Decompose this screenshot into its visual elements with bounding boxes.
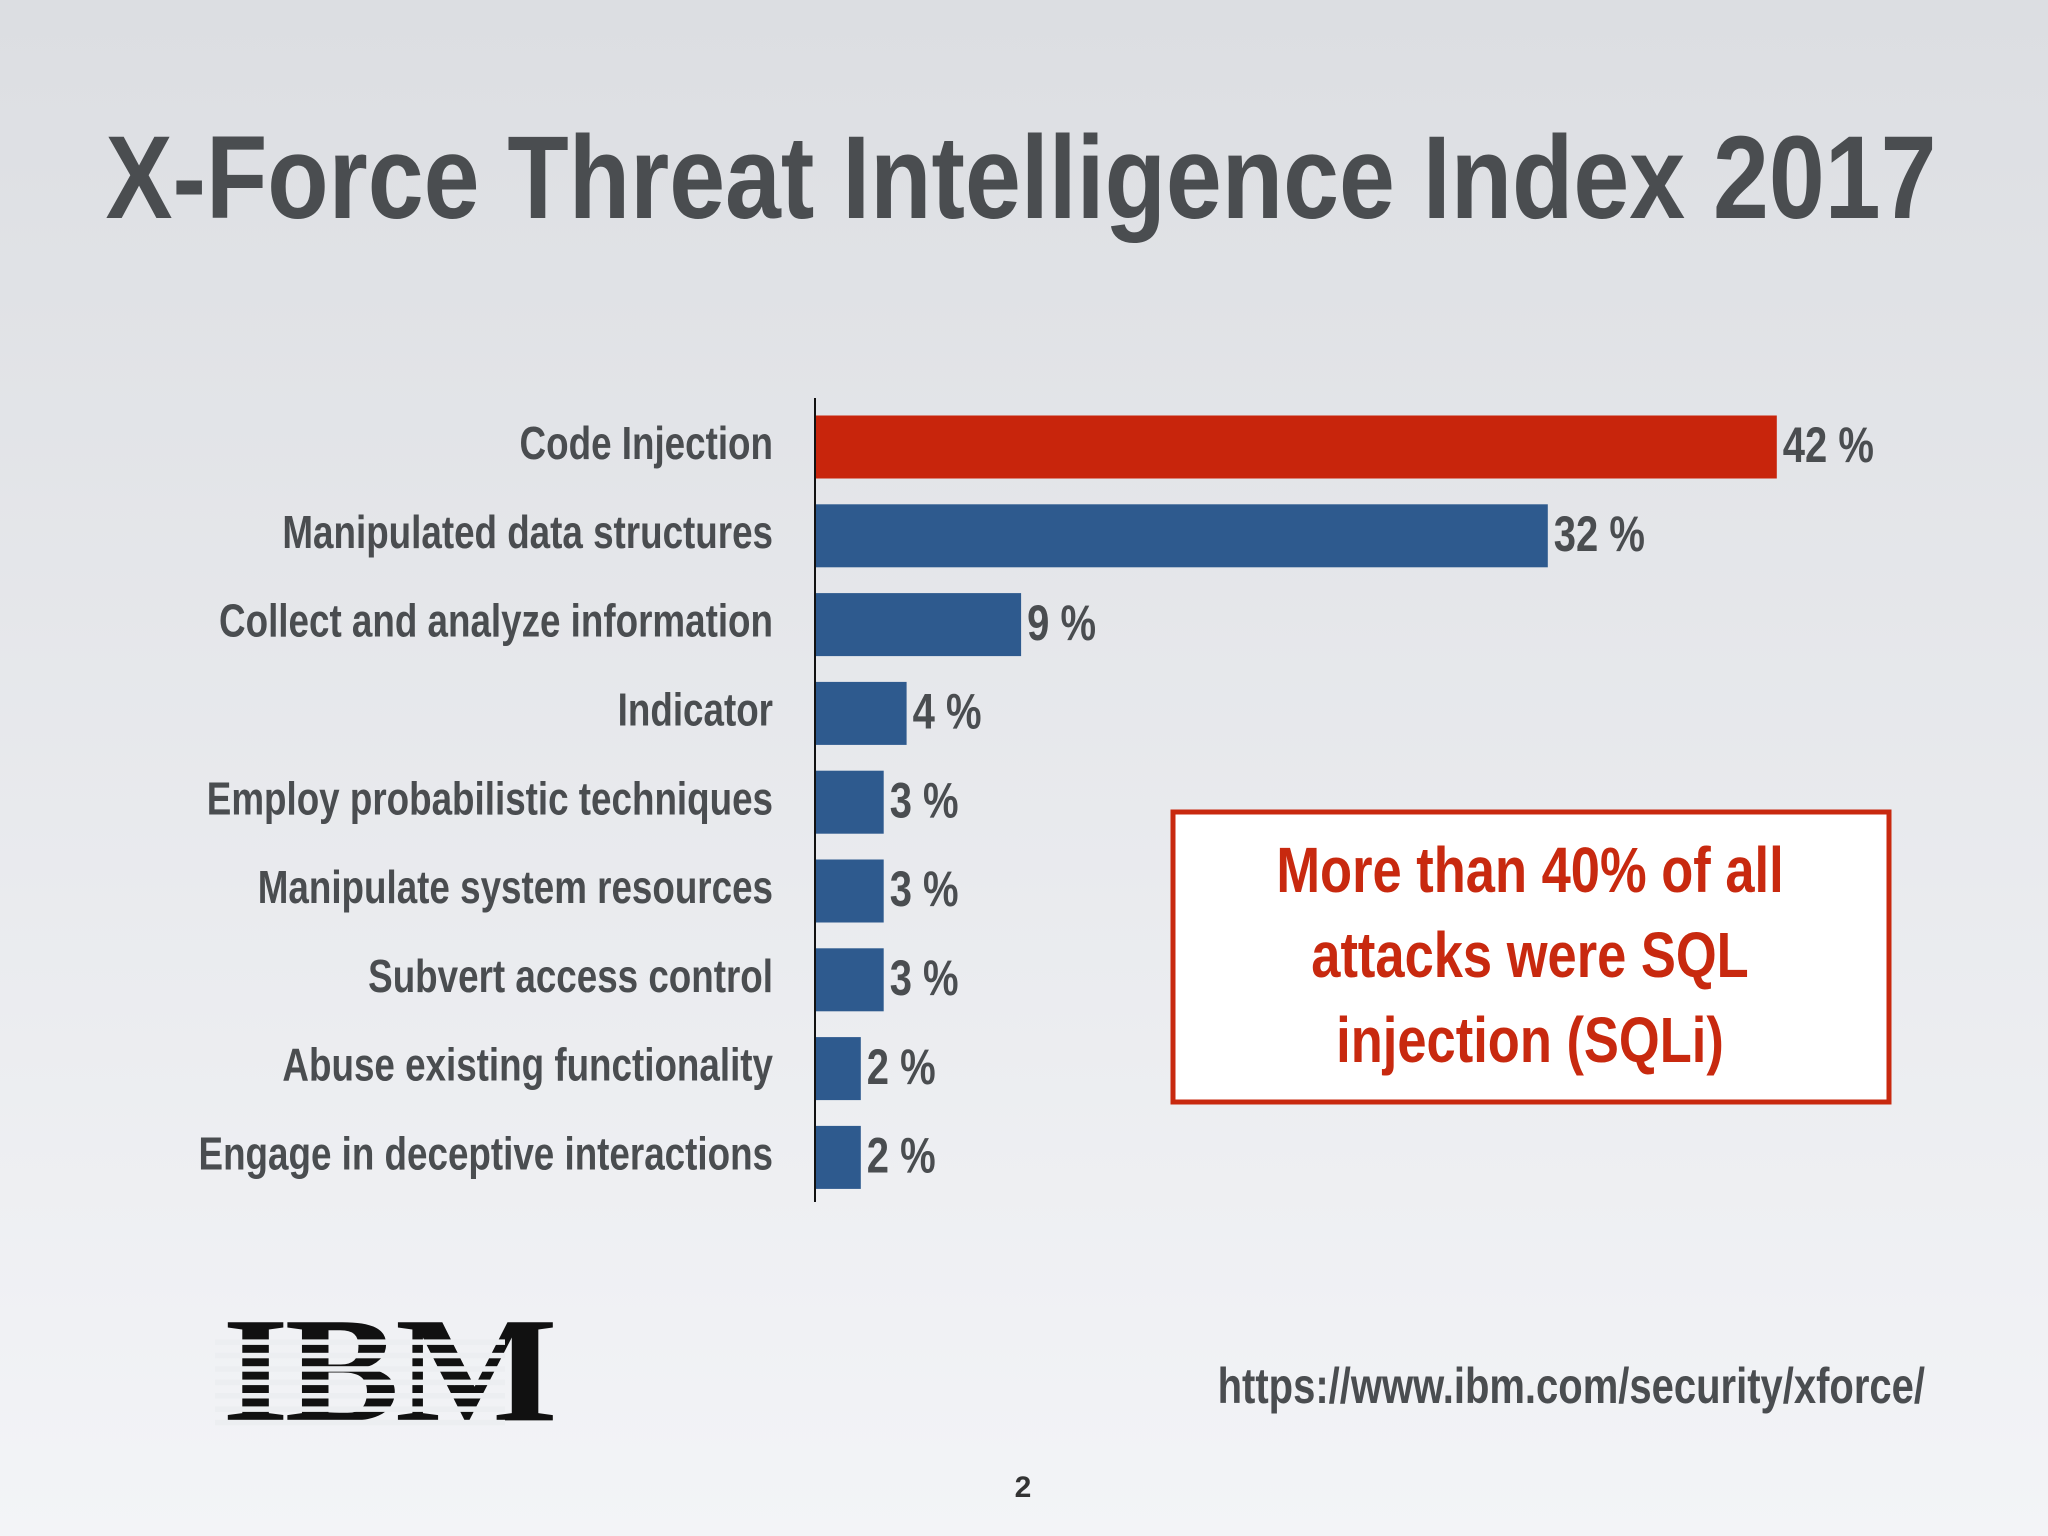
logo: IBM xyxy=(215,1287,558,1453)
source-url: https://www.ibm.com/security/xforce/ xyxy=(1218,1358,1926,1414)
value-label: 2 % xyxy=(867,1039,936,1095)
category-label: Employ probabilistic techniques xyxy=(207,772,773,824)
value-label: 42 % xyxy=(1783,417,1874,473)
bar xyxy=(815,1037,861,1101)
category-label: Engage in deceptive interactions xyxy=(199,1128,773,1180)
annotation-line: attacks were SQL xyxy=(1311,920,1748,991)
annotation-line: injection (SQLi) xyxy=(1336,1005,1724,1076)
category-label: Code Injection xyxy=(520,417,773,469)
logo-stripe xyxy=(215,1352,505,1359)
bar xyxy=(815,504,1548,568)
category-label: Collect and analyze information xyxy=(219,595,773,647)
bar xyxy=(815,859,884,923)
bar xyxy=(815,948,884,1012)
category-label: Abuse existing functionality xyxy=(282,1039,773,1091)
logo-stripe xyxy=(215,1393,505,1399)
logo-stripe xyxy=(215,1366,505,1372)
bar xyxy=(815,1125,861,1189)
category-label: Manipulate system resources xyxy=(258,861,773,913)
category-label: Indicator xyxy=(618,684,773,736)
annotation-box xyxy=(1170,809,1892,1105)
page-number: 2 xyxy=(1015,1471,1032,1504)
value-label: 3 % xyxy=(890,772,959,828)
value-label: 32 % xyxy=(1554,506,1645,562)
value-label: 3 % xyxy=(890,861,959,917)
bar xyxy=(815,415,1777,479)
value-label: 9 % xyxy=(1027,595,1096,651)
bar xyxy=(815,593,1022,657)
category-label: Subvert access control xyxy=(368,950,773,1002)
value-label: 4 % xyxy=(913,683,982,739)
logo-stripe xyxy=(215,1419,505,1426)
annotation-line: More than 40% of all xyxy=(1276,835,1783,906)
bar xyxy=(815,770,884,834)
logo-stripe xyxy=(215,1379,505,1386)
value-label: 3 % xyxy=(890,950,959,1006)
bar xyxy=(815,681,907,745)
logo-stripe xyxy=(215,1406,505,1412)
chart-title: X-Force Threat Intelligence Index 2017 xyxy=(106,112,1937,244)
logo-stripe xyxy=(215,1339,505,1345)
value-label: 2 % xyxy=(867,1127,936,1183)
category-label: Manipulated data structures xyxy=(282,506,773,558)
